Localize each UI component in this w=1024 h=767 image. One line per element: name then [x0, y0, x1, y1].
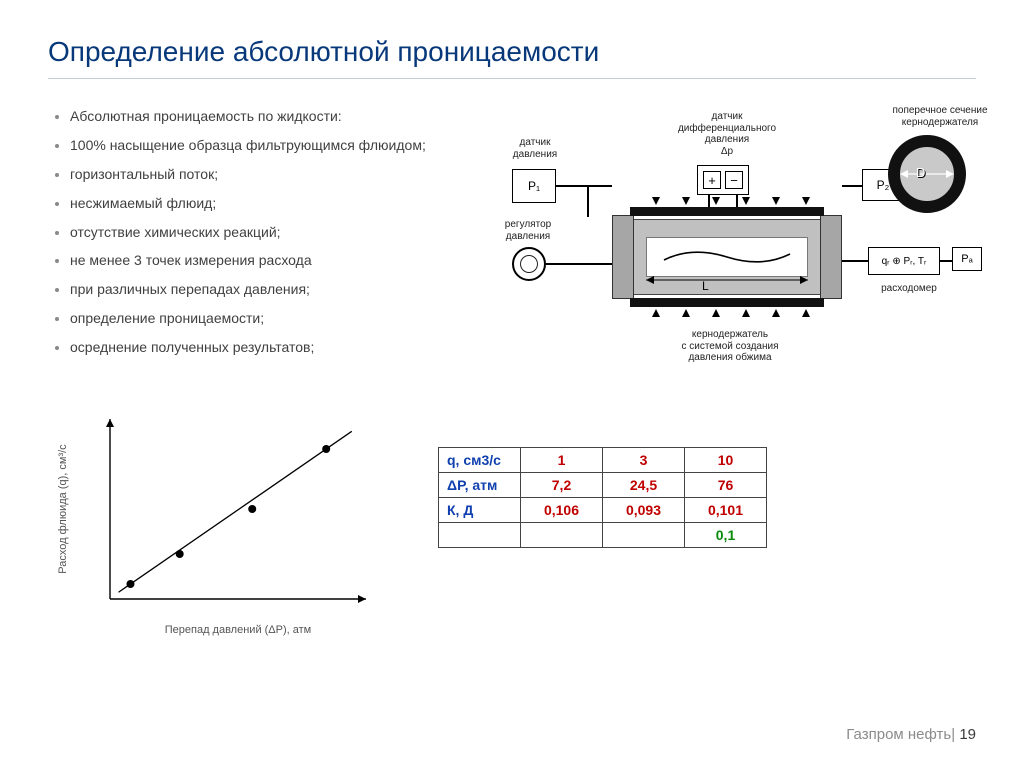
tbl-val: 0,101	[685, 498, 767, 523]
label-cross-section: поперечное сечение кернодержателя	[880, 105, 1000, 128]
tbl-summary: 0,1	[685, 523, 767, 548]
box-dp: + −	[697, 165, 749, 195]
tbl-empty	[603, 523, 685, 548]
bullet-item: при различных перепадах давления;	[70, 280, 468, 299]
table-row: q, см3/с 1 3 10	[439, 448, 767, 473]
tbl-val: 3	[603, 448, 685, 473]
tbl-h-k: К, Д	[439, 498, 521, 523]
tbl-val: 7,2	[521, 473, 603, 498]
top-section: Абсолютная проницаемость по жидкости: 10…	[48, 107, 976, 377]
table-row: ΔP, атм 7,2 24,5 76	[439, 473, 767, 498]
tbl-val: 24,5	[603, 473, 685, 498]
table-row: 0,1	[439, 523, 767, 548]
dimension-L	[646, 273, 808, 287]
dim-L-label: L	[702, 279, 709, 293]
label-diff-pressure: датчик дифференциального давления Δp	[672, 111, 782, 157]
footer: Газпром нефть| 19	[846, 726, 976, 743]
label-regulator: регулятор давления	[498, 219, 558, 242]
data-table: q, см3/с 1 3 10 ΔP, атм 7,2 24,5 76 К, Д…	[438, 447, 767, 548]
flow-wave-icon	[662, 248, 792, 266]
bottom-section: Перепад давлений (ΔP), атм Расход флюида …	[48, 407, 976, 647]
regulator-icon	[512, 247, 546, 281]
label-holder: кернодержатель с системой создания давле…	[650, 329, 810, 364]
label-flowmeter: расходомер	[874, 283, 944, 295]
apparatus-diagram: датчик давления датчик дифференциального…	[492, 107, 976, 377]
bullet-item: отсутствие химических реакций;	[70, 223, 468, 242]
box-pa: Pₐ	[952, 247, 982, 271]
bullet-item: несжимаемый флюид;	[70, 194, 468, 213]
dp-plus: +	[703, 171, 721, 189]
bullet-item: осреднение полученных результатов;	[70, 338, 468, 357]
tbl-val: 10	[685, 448, 767, 473]
footer-company: Газпром нефть	[846, 726, 951, 743]
bullet-item: определение проницаемости;	[70, 309, 468, 328]
flow-chart: Перепад давлений (ΔP), атм Расход флюида …	[48, 407, 378, 647]
tbl-h-q: q, см3/с	[439, 448, 521, 473]
bullet-list: Абсолютная проницаемость по жидкости: 10…	[48, 107, 468, 377]
tbl-val: 0,093	[603, 498, 685, 523]
label-pressure-sensor: датчик давления	[508, 137, 562, 160]
bullet-item: горизонтальный поток;	[70, 165, 468, 184]
bullet-item: 100% насыщение образца фильтрующимся флю…	[70, 136, 468, 155]
tbl-val: 0,106	[521, 498, 603, 523]
table-row: К, Д 0,106 0,093 0,101	[439, 498, 767, 523]
svg-text:Перепад давлений (ΔP), атм: Перепад давлений (ΔP), атм	[165, 624, 312, 636]
svg-text:Расход флюида (q), см³/с: Расход флюида (q), см³/с	[57, 444, 69, 574]
title-divider	[48, 78, 976, 79]
tbl-empty	[439, 523, 521, 548]
core-holder	[612, 207, 842, 307]
cross-section-ring: D	[888, 135, 966, 213]
page-title: Определение абсолютной проницаемости	[48, 36, 976, 68]
box-p1: P₁	[512, 169, 556, 203]
dp-minus: −	[725, 171, 743, 189]
tbl-val: 76	[685, 473, 767, 498]
tbl-h-dp: ΔP, атм	[439, 473, 521, 498]
tbl-val: 1	[521, 448, 603, 473]
bullet-item: не менее 3 точек измерения расхода	[70, 251, 468, 270]
dim-D-label: D	[916, 165, 925, 180]
tbl-empty	[521, 523, 603, 548]
bullet-item: Абсолютная проницаемость по жидкости:	[70, 107, 468, 126]
box-qf: qᵣ ⊕ Pᵣ, Tᵣ	[868, 247, 940, 275]
footer-page: 19	[959, 726, 976, 743]
